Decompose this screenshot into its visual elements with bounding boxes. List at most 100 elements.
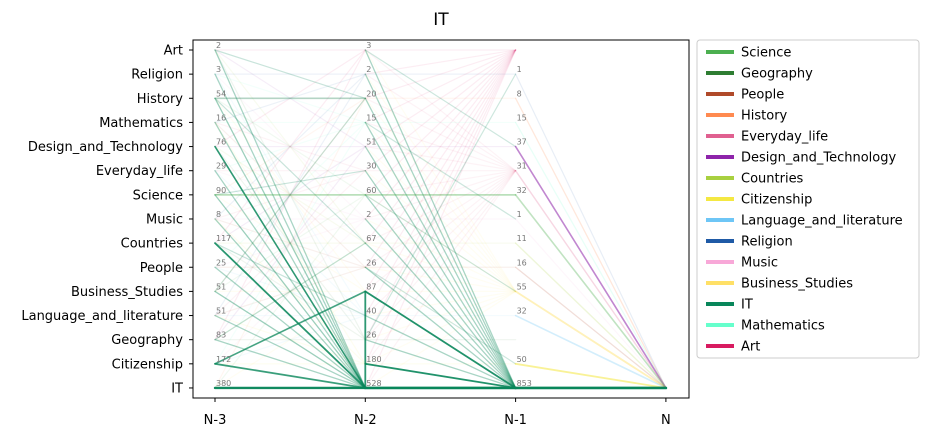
- count-label: 51: [366, 138, 376, 147]
- flow-line: [364, 49, 517, 365]
- flow-line-final: [514, 242, 667, 389]
- flow-line-final: [514, 218, 667, 389]
- flow-line: [364, 49, 517, 341]
- y-tick-label: Language_and_literature: [21, 309, 183, 324]
- flow-line-it: [214, 290, 367, 365]
- y-tick-label: History: [137, 92, 184, 107]
- flow-line: [214, 97, 366, 196]
- flow-line: [214, 97, 366, 292]
- flow-line: [364, 49, 517, 75]
- flow-line: [364, 49, 517, 389]
- count-label: 54: [216, 89, 226, 98]
- flow-line-it: [364, 73, 517, 341]
- flow-line: [364, 170, 517, 389]
- flow-line: [214, 242, 366, 341]
- flow-line-it: [214, 121, 366, 389]
- flow-line: [214, 49, 366, 341]
- flow-line: [364, 49, 517, 148]
- flow-line: [214, 314, 366, 365]
- legend-label: IT: [741, 298, 753, 313]
- flow-line: [364, 73, 517, 172]
- legend-label: Everyday_life: [741, 130, 828, 145]
- flow-line-final: [514, 73, 667, 389]
- flow-line: [364, 49, 517, 172]
- flow-line-it: [364, 73, 517, 389]
- count-label: 1: [517, 65, 522, 74]
- count-label: 117: [216, 234, 231, 243]
- legend: Science Geography People History Everyday_li…: [696, 39, 920, 359]
- flow-line: [214, 242, 366, 341]
- flow-line-final: [514, 97, 667, 389]
- flow-line-it: [214, 218, 366, 389]
- count-label: 172: [216, 355, 231, 364]
- x-tick-label: N-2: [354, 413, 377, 428]
- count-label: 26: [366, 331, 376, 340]
- flow-line: [214, 49, 366, 341]
- y-tick-label: Citizenship: [112, 357, 183, 372]
- flow-line: [214, 73, 366, 220]
- flow-line: [214, 194, 366, 389]
- y-tick-label: Business_Studies: [71, 285, 183, 300]
- flow-line-final: [514, 362, 667, 389]
- count-label: 32: [517, 186, 527, 195]
- legend-label: Citizenship: [741, 193, 812, 208]
- x-axis: N-3 N-2 N-1 N: [204, 398, 671, 428]
- count-label: 25: [216, 258, 226, 267]
- flow-line-it: [364, 49, 517, 148]
- flow-line: [214, 73, 366, 317]
- flow-line-it: [214, 170, 366, 196]
- count-label: 87: [366, 282, 376, 291]
- flow-line: [214, 218, 366, 365]
- flow-line: [214, 194, 366, 389]
- flow-line: [364, 49, 517, 220]
- flow-line-it: [364, 97, 517, 389]
- legend-label: Language_and_literature: [741, 214, 903, 229]
- y-tick-label: People: [140, 261, 183, 276]
- legend-label: Design_and_Technology: [741, 151, 896, 166]
- flow-line: [364, 97, 517, 292]
- count-label: 30: [366, 162, 376, 171]
- flow-line: [214, 97, 366, 389]
- flow-lines: [213, 49, 668, 390]
- flow-line: [214, 145, 366, 244]
- y-tick-label: Mathematics: [99, 116, 183, 131]
- flow-line: [364, 170, 517, 365]
- flow-line: [214, 121, 366, 365]
- count-label: 37: [517, 138, 527, 147]
- flow-line: [364, 121, 517, 292]
- flow-line: [364, 242, 517, 292]
- flow-line: [214, 121, 366, 172]
- count-label: 8: [216, 210, 221, 219]
- flow-line-it: [214, 97, 366, 244]
- legend-label: People: [741, 88, 784, 103]
- flow-line: [364, 290, 517, 341]
- flow-line-it: [214, 145, 367, 389]
- flow-line: [364, 170, 517, 317]
- flow-line-it: [364, 266, 517, 389]
- count-label: 180: [366, 355, 381, 364]
- x-tick-label: N-1: [504, 413, 527, 428]
- flow-line: [364, 170, 517, 220]
- legend-label: Countries: [741, 172, 804, 187]
- count-label: 15: [517, 113, 527, 122]
- flow-line-final: [514, 145, 667, 389]
- flow-line: [214, 170, 366, 220]
- flow-line: [364, 49, 517, 196]
- flow-line: [364, 97, 517, 172]
- flow-line-it: [214, 362, 367, 389]
- flow-line-it: [364, 194, 517, 292]
- flow-line: [364, 170, 517, 244]
- flow-line: [364, 194, 517, 292]
- count-label: 29: [216, 162, 226, 171]
- count-label: 20: [366, 89, 376, 98]
- count-label: 2: [366, 65, 371, 74]
- flow-line: [214, 290, 366, 389]
- y-tick-label: Music: [146, 212, 183, 227]
- legend-label: Geography: [741, 67, 813, 82]
- legend-label: Music: [741, 256, 778, 271]
- flow-line: [214, 121, 366, 268]
- flow-line-it: [364, 290, 517, 389]
- flow-line: [364, 49, 517, 292]
